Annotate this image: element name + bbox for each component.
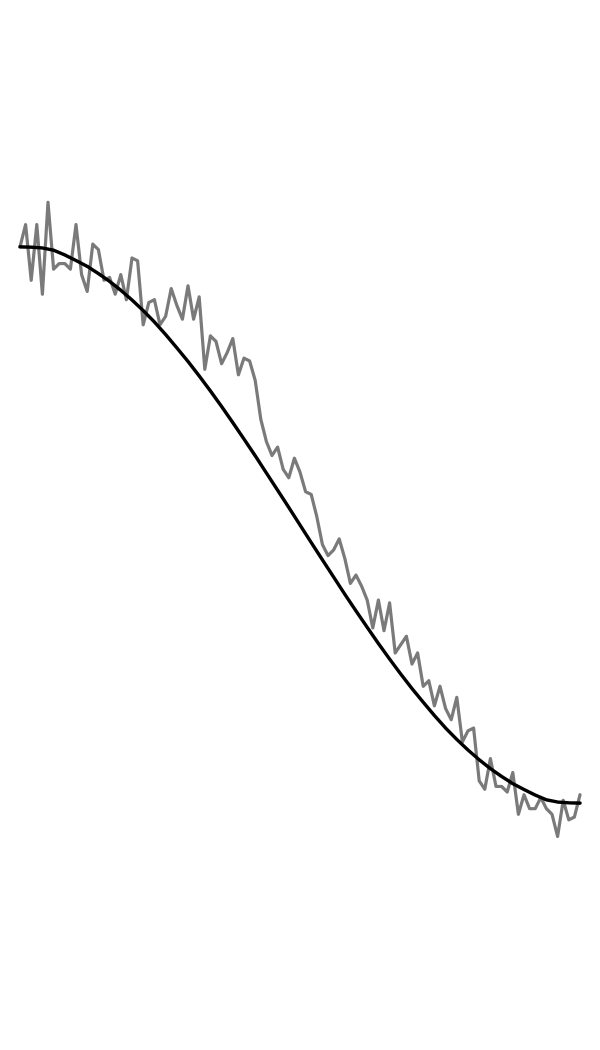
noisy-series-line (18, 200, 582, 839)
smooth-series-line (18, 245, 582, 805)
series-layer (18, 200, 582, 839)
